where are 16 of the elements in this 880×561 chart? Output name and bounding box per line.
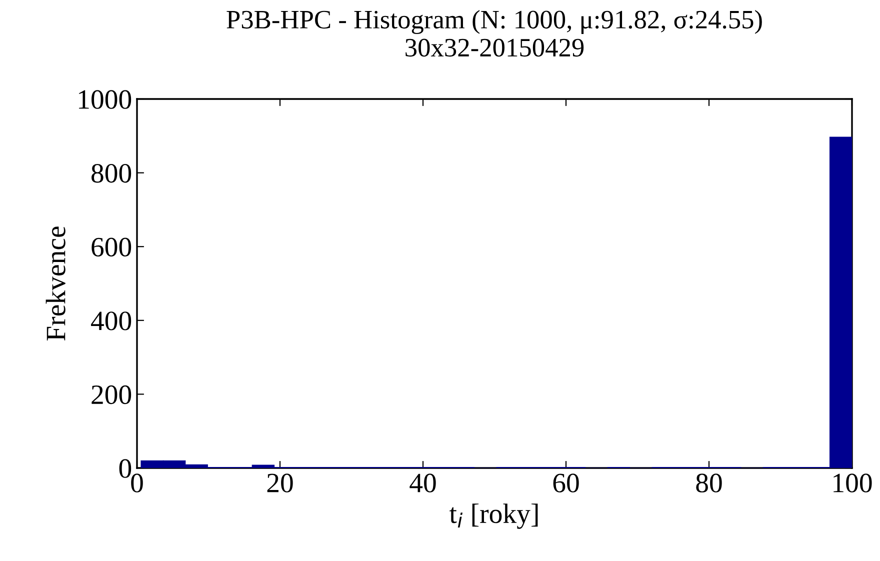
y-tick-label: 1000 (79, 90, 132, 109)
y-tick-label: 800 (92, 164, 132, 183)
y-tick-label: 400 (91, 312, 132, 330)
chart-subtitle: 30x32-20150429 (406, 38, 584, 57)
x-tick-label: 0 (131, 474, 143, 492)
x-axis-title: t$_{i}$ [roky] (449, 504, 538, 529)
x-tick-label: 80 (696, 474, 722, 492)
x-tick-label: 60 (553, 474, 579, 492)
chart-title: P3B-HPC - Histogram (N: 1000, μ:91.82, σ:24.55) (226, 10, 762, 34)
x-tick-label: 40 (410, 474, 436, 492)
y-tick-label: 0 (119, 459, 132, 478)
x-tick-label: 20 (267, 474, 293, 492)
y-tick-label: 200 (92, 385, 132, 404)
y-tick-label: 600 (92, 238, 132, 257)
y-axis-title: Frekvence (46, 226, 66, 341)
x-tick-label: 100 (834, 474, 872, 492)
